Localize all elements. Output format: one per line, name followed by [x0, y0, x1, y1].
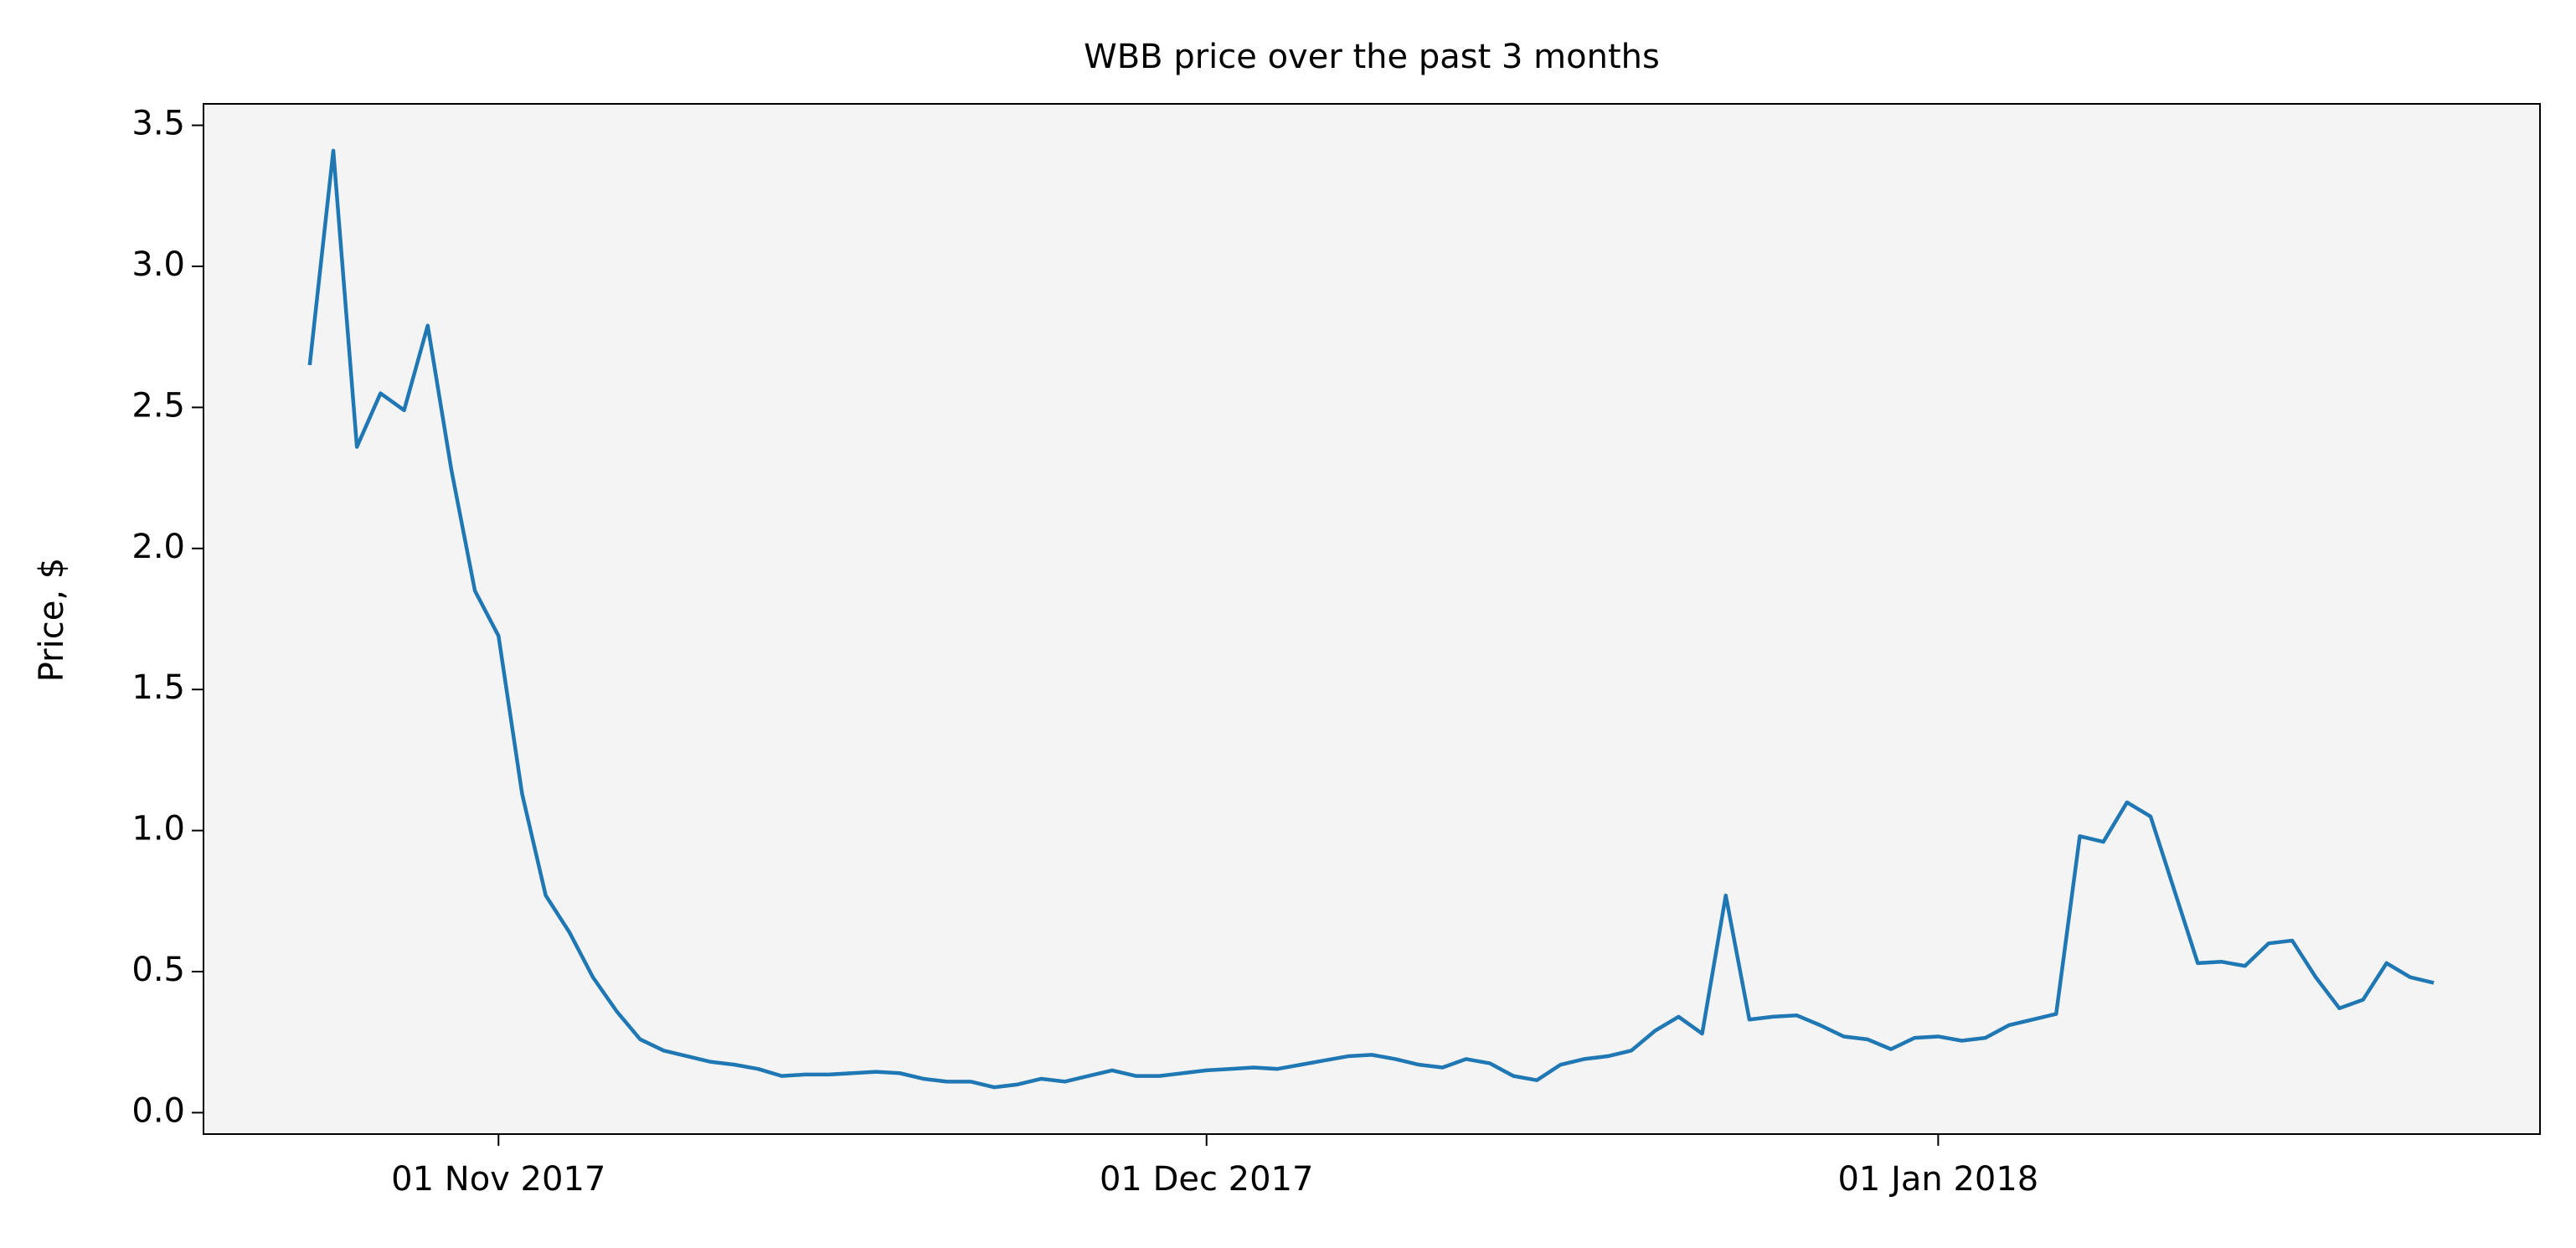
x-tick-label: 01 Nov 2017	[391, 1160, 605, 1199]
y-axis-label: Price, $	[33, 558, 71, 682]
y-tick-label: 2.0	[131, 528, 185, 566]
price-line	[307, 148, 2434, 1090]
x-tick-label: 01 Jan 2018	[1837, 1160, 2038, 1199]
y-tick-label: 3.0	[131, 245, 185, 284]
plot-background	[204, 104, 2540, 1134]
y-tick-label: 3.5	[131, 105, 185, 143]
y-tick-label: 0.0	[131, 1091, 185, 1130]
chart-title: WBB price over the past 3 months	[1084, 38, 1660, 76]
y-tick-label: 2.5	[131, 386, 185, 425]
y-tick-label: 1.0	[131, 810, 185, 848]
plot-frame	[203, 103, 2541, 1135]
y-tick-label: 0.5	[131, 951, 185, 989]
y-tick-label: 1.5	[131, 668, 185, 707]
x-tick-label: 01 Dec 2017	[1100, 1160, 1314, 1199]
